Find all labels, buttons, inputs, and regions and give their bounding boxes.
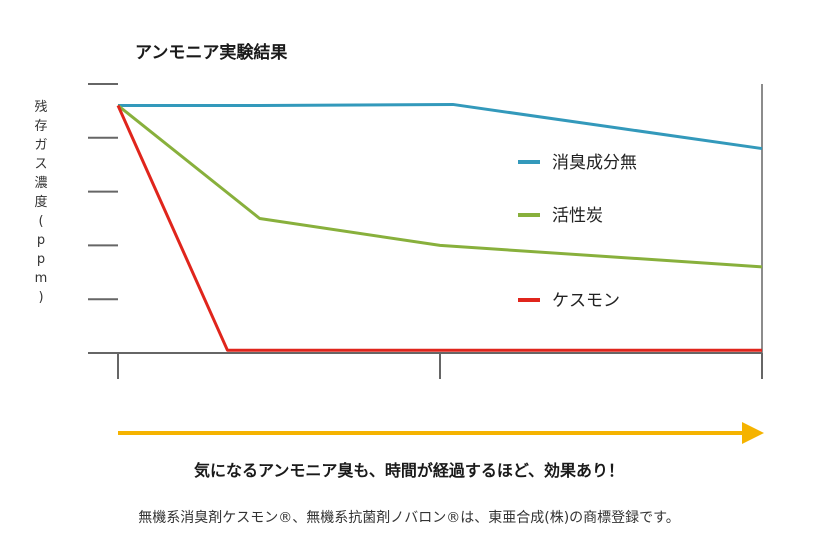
caption: 気になるアンモニア臭も、時間が経過するほど、効果あり！ <box>193 461 625 480</box>
legend-label: ケスモン <box>552 291 620 311</box>
y-label-char: 存 <box>34 119 48 134</box>
y-label-char: 度 <box>34 195 48 210</box>
legend-label: 活性炭 <box>552 206 603 226</box>
y-label-char: ガ <box>34 138 48 153</box>
series-layer <box>116 102 763 352</box>
y-label-char: ) <box>38 290 44 305</box>
legend-label: 消臭成分無 <box>552 153 637 173</box>
series-line-3 <box>116 104 762 352</box>
time-arrow <box>118 422 764 444</box>
series-line-1 <box>118 102 763 151</box>
y-label-char: 残 <box>34 100 48 115</box>
time-arrow-head <box>742 422 764 444</box>
y-label-char: ( <box>38 214 44 229</box>
footnote: 無機系消臭剤ケスモン®、無機系抗菌剤ノバロン®は、東亜合成(株)の商標登録です。 <box>138 510 680 526</box>
series-line-2 <box>117 104 763 269</box>
chart-title: アンモニア実験結果 <box>135 43 288 63</box>
y-label-char: p <box>36 252 46 267</box>
y-label-char: p <box>36 233 46 248</box>
y-axis-label: 残存ガス濃度(p p m) <box>30 98 52 307</box>
y-label-char: m <box>34 271 48 286</box>
y-label-char: 濃 <box>34 176 48 191</box>
y-label-char: ス <box>34 157 48 172</box>
axes <box>88 83 763 379</box>
